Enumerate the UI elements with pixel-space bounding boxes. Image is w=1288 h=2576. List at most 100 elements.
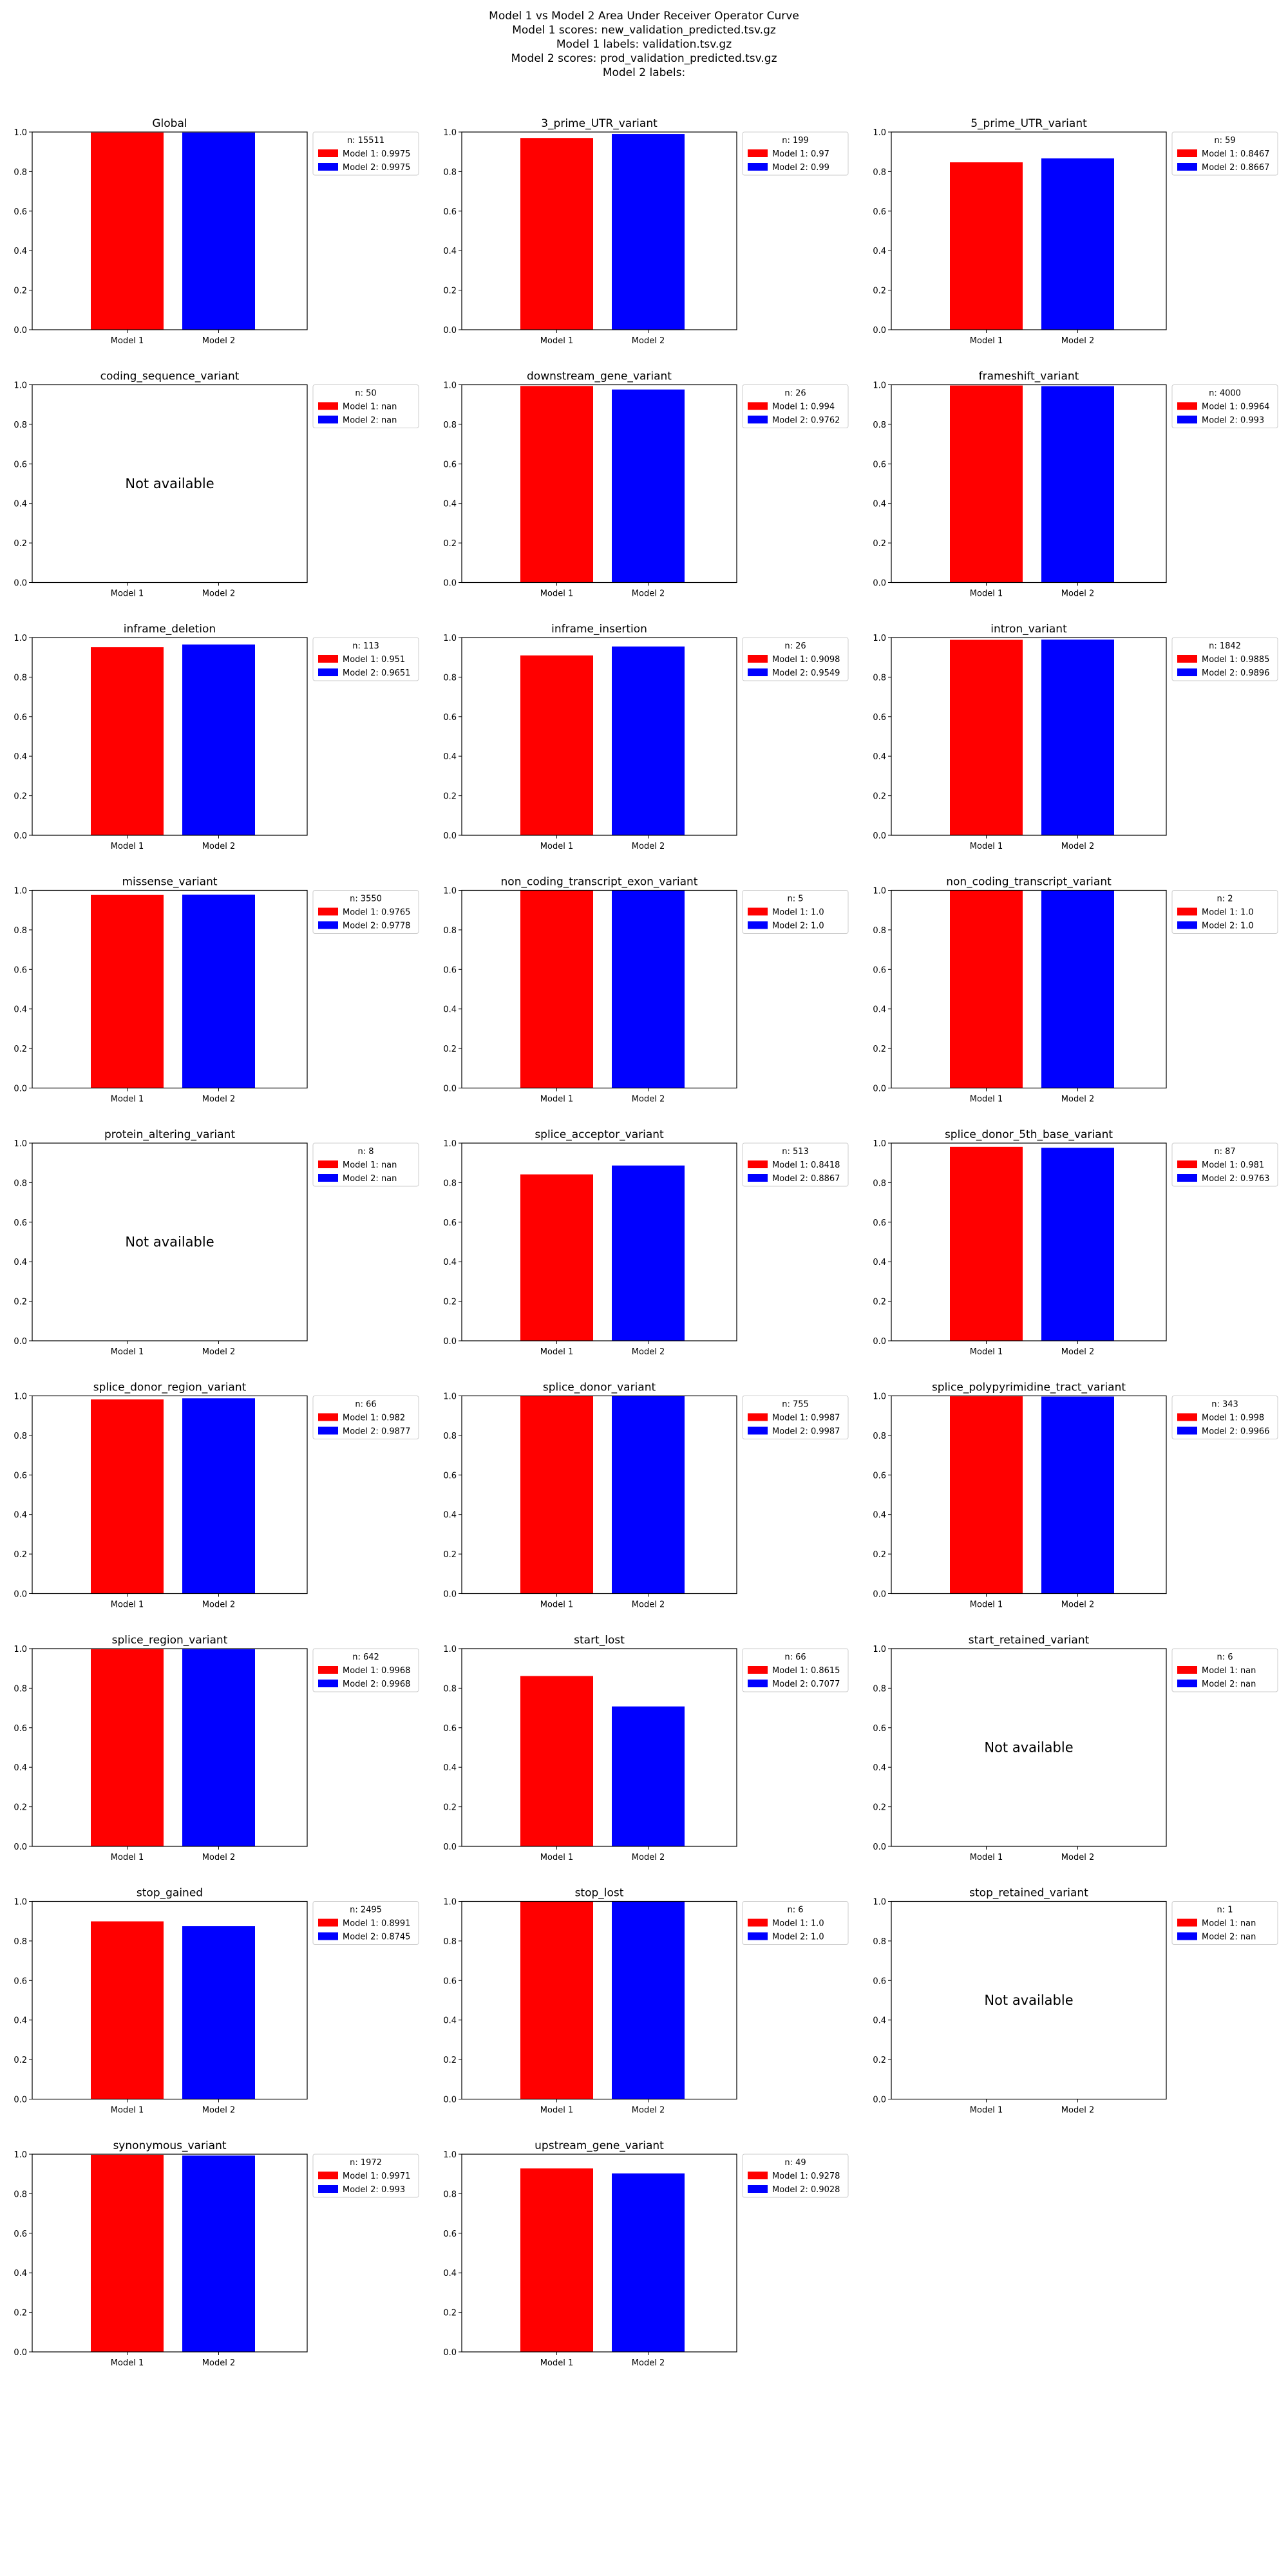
figure-title-line: Model 2 labels:: [602, 66, 686, 79]
y-tick-label: 0.0: [873, 1084, 886, 1094]
legend-n: n: 26: [784, 641, 806, 651]
axes-frame: [32, 889, 308, 1089]
y-tick-label: 0.0: [443, 2096, 457, 2105]
y-tick-label: 1.0: [873, 1645, 886, 1654]
figure-title: Model 1 vs Model 2 Area Under Receiver O…: [0, 9, 1288, 80]
legend-n: n: 2495: [350, 1906, 382, 1915]
legend-box: [742, 1648, 849, 1692]
bar-model-2: [182, 1926, 255, 2099]
legend-swatch-model-2: [748, 1680, 768, 1687]
subplot: non_coding_transcript_variant 0.0 0.2 0.4 0.…: [873, 876, 1278, 1104]
y-tick-label: 0.4: [873, 1511, 886, 1520]
legend-swatch-model-1: [318, 1413, 338, 1421]
y-tick-label: 0.4: [14, 2269, 27, 2278]
y-tick-label: 1.0: [14, 1645, 27, 1654]
subplot: stop_lost 0.0 0.2 0.4 0.6 0.8 1.0 Model 1 Model …: [443, 1887, 849, 2116]
bar-model-2: [612, 890, 685, 1088]
axes-frame: [461, 1648, 737, 1847]
y-tick-label: 0.2: [873, 792, 886, 802]
legend-box: [742, 131, 849, 176]
bar-model-2: [182, 895, 255, 1088]
legend-n: n: 26: [784, 389, 806, 399]
y-tick-label: 0.2: [14, 1550, 27, 1560]
legend-swatch-model-2: [318, 1426, 338, 1435]
legend-n: n: 6: [787, 1906, 803, 1915]
y-tick-label: 0.8: [873, 1937, 886, 1947]
y-tick-label: 1.0: [14, 1898, 27, 1908]
legend-swatch-model-2: [748, 2185, 768, 2193]
legend-entry: Model 1: 0.9987: [772, 1414, 840, 1423]
subplot-title: splice_acceptor_variant: [535, 1128, 664, 1141]
subplot-title: splice_donor_region_variant: [93, 1381, 247, 1394]
bar-model-2: [612, 646, 685, 835]
legend-swatch-model-2: [318, 1680, 338, 1687]
y-tick-label: 0.8: [873, 1179, 886, 1188]
y-tick-label: 0.2: [14, 1803, 27, 1813]
axes-frame: [891, 384, 1167, 583]
y-tick-label: 0.2: [443, 1803, 457, 1813]
bar-model-1: [91, 647, 164, 835]
y-tick-label: 1.0: [873, 128, 886, 138]
bar-model-1: [950, 639, 1023, 835]
legend-box: [742, 637, 849, 681]
y-tick-label: 0.0: [873, 1842, 886, 1852]
legend-entry: Model 2: 0.993: [343, 2185, 405, 2195]
legend-entry: Model 2: 0.9896: [1202, 668, 1269, 678]
subplot: splice_acceptor_variant 0.0 0.2 0.4 0.6 0.8 1.…: [443, 1128, 849, 1357]
legend-n: n: 59: [1214, 136, 1235, 146]
y-tick-label: 1.0: [443, 887, 457, 896]
y-tick-label: 0.2: [873, 1298, 886, 1307]
x-tick-label: Model 1: [540, 2106, 573, 2116]
subplot-title: coding_sequence_variant: [100, 370, 240, 383]
legend-swatch-model-1: [1177, 1918, 1197, 1927]
legend-n: n: 66: [784, 1653, 806, 1662]
legend-entry: Model 2: nan: [1202, 1680, 1256, 1689]
y-tick-label: 0.2: [443, 1298, 457, 1307]
legend-swatch-model-1: [748, 149, 768, 157]
subplot: start_lost 0.0 0.2 0.4 0.6 0.8 1.0 Model 1 Model…: [443, 1634, 849, 1862]
y-tick-label: 0.2: [873, 1045, 886, 1054]
subplot: Global 0.0 0.2 0.4 0.6 0.8 1.0 Model 1 Model 2 n:…: [14, 117, 419, 346]
subplot-title: splice_region_variant: [112, 1634, 228, 1647]
y-tick-label: 0.8: [14, 167, 27, 177]
y-tick-label: 1.0: [14, 634, 27, 643]
y-tick-label: 0.0: [873, 579, 886, 589]
bar-model-1: [520, 655, 593, 835]
y-tick-label: 0.4: [443, 1511, 457, 1520]
legend-entry: Model 2: 1.0: [772, 1933, 824, 1942]
legend-box: [742, 2154, 849, 2198]
y-tick-label: 0.0: [873, 1590, 886, 1600]
figure-title-line: Model 1 vs Model 2 Area Under Receiver O…: [489, 10, 799, 23]
legend-swatch-model-1: [318, 402, 338, 410]
y-tick-label: 0.4: [873, 752, 886, 762]
not-available-text: Not available: [125, 1235, 214, 1250]
legend-entry: Model 1: 0.9968: [343, 1666, 410, 1676]
y-tick-label: 0.8: [873, 421, 886, 430]
legend-entry: Model 2: 0.9763: [1202, 1174, 1269, 1184]
legend-entry: Model 2: 0.8667: [1202, 163, 1269, 173]
y-tick-label: 0.6: [873, 207, 886, 217]
legend-swatch-model-1: [318, 907, 338, 916]
legend-entry: Model 1: 0.951: [343, 655, 405, 665]
y-tick-label: 0.2: [873, 287, 886, 296]
subplot: inframe_insertion 0.0 0.2 0.4 0.6 0.8 1.0 Model…: [443, 623, 849, 851]
subplot-title: start_retained_variant: [969, 1634, 1090, 1647]
legend-swatch-model-1: [1177, 1413, 1197, 1421]
x-tick-label: Model 1: [970, 2106, 1003, 2116]
subplot: intron_variant 0.0 0.2 0.4 0.6 0.8 1.0 Model 1 M…: [873, 623, 1278, 851]
y-tick-label: 0.8: [14, 1432, 27, 1441]
x-tick-label: Model 1: [540, 1347, 573, 1357]
x-tick-label: Model 2: [632, 1095, 665, 1104]
y-tick-label: 1.0: [443, 1898, 457, 1908]
y-tick-label: 0.0: [443, 1842, 457, 1852]
axes-frame: [461, 1900, 737, 2100]
legend-swatch-model-2: [748, 668, 768, 676]
y-tick-label: 0.6: [873, 1218, 886, 1228]
y-tick-label: 1.0: [14, 381, 27, 391]
bar-model-2: [612, 134, 685, 330]
y-tick-label: 1.0: [873, 381, 886, 391]
bar-model-2: [182, 644, 255, 835]
y-tick-label: 1.0: [443, 2150, 457, 2160]
x-tick-label: Model 2: [632, 1600, 665, 1610]
bar-model-2: [182, 2155, 255, 2352]
